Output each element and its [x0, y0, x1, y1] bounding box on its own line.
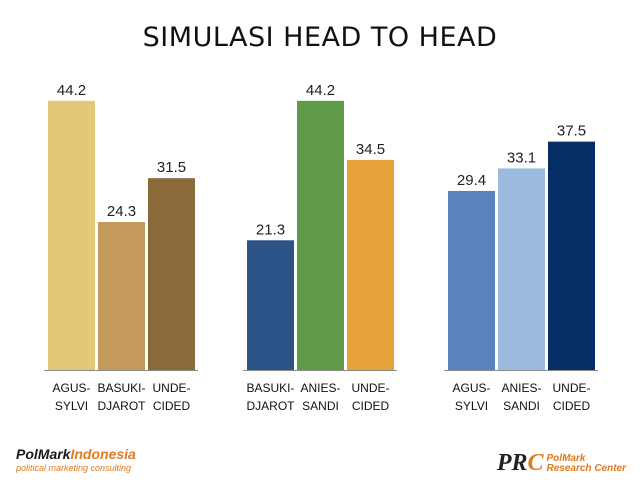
- value-label-1-1: 44.2: [57, 82, 86, 99]
- category-label-1-1: AGUS-SYLVI: [52, 381, 90, 413]
- bar-1-3: [148, 178, 195, 370]
- category-label-1-3: UNDE-CIDED: [153, 381, 191, 413]
- bar-2-2: [297, 100, 344, 371]
- bar-3-1: [448, 190, 495, 370]
- prc-mark: PR: [496, 450, 528, 476]
- chart-panel-1: 44.2 AGUS-SYLVI 24.3 BASUKI-DJAROT 31.5 UNDE-…: [44, 82, 198, 413]
- category-label-2-1: BASUKI-DJAROT: [246, 381, 295, 413]
- category-label-2-3: UNDE-CIDED: [352, 381, 390, 413]
- polmark-indonesia-logo: PolMarkIndonesia political marketing con…: [16, 446, 136, 473]
- category-label-3-2: ANIES-SANDI: [501, 381, 541, 413]
- prc-line-2: Research Center: [546, 463, 626, 474]
- category-label-2-2: ANIES-SANDI: [300, 381, 340, 413]
- prc-logo: PRC PolMark Research Center: [496, 450, 626, 476]
- prc-mark-accent: C: [527, 450, 544, 476]
- chart-panel-3: 29.4 AGUS-SYLVI 33.1 ANIES-SANDI 37.5 UNDE-CI…: [444, 123, 598, 413]
- value-label-1-3: 31.5: [157, 159, 186, 176]
- value-label-3-2: 33.1: [507, 149, 536, 166]
- value-label-2-1: 21.3: [256, 221, 285, 238]
- category-label-3-3: UNDE-CIDED: [553, 381, 591, 413]
- value-label-1-2: 24.3: [107, 203, 136, 220]
- polmark-brand-accent: Indonesia: [70, 446, 136, 462]
- bar-1-1: [48, 100, 95, 371]
- prc-line-1: PolMark: [546, 453, 586, 464]
- bar-3-3: [548, 141, 595, 370]
- category-label-1-2: BASUKI-DJAROT: [97, 381, 146, 413]
- bar-1-2: [98, 222, 145, 370]
- bar-2-1: [247, 240, 294, 370]
- chart-title: SIMULASI HEAD TO HEAD: [142, 22, 498, 53]
- bar-2-3: [347, 159, 394, 370]
- category-label-3-1: AGUS-SYLVI: [452, 381, 490, 413]
- polmark-tagline: political marketing consulting: [16, 463, 132, 473]
- value-label-2-2: 44.2: [306, 82, 335, 99]
- value-label-2-3: 34.5: [356, 141, 385, 158]
- value-label-3-1: 29.4: [457, 172, 486, 189]
- polmark-brand: PolMark: [16, 446, 71, 462]
- chart-panel-2: 21.3 BASUKI-DJAROT 44.2 ANIES-SANDI 34.5 UNDE…: [243, 82, 397, 413]
- value-label-3-3: 37.5: [557, 123, 586, 140]
- bar-3-2: [498, 168, 545, 370]
